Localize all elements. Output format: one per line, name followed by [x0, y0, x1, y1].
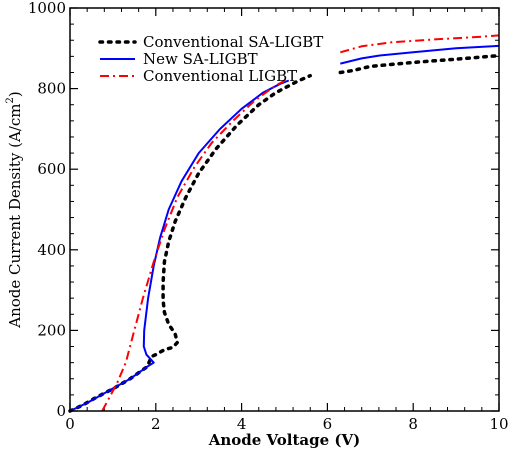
y-axis-title-main: Anode Current Density (A/cm — [6, 103, 24, 328]
y-axis-title: Anode Current Density (A/cm2) — [5, 91, 24, 329]
series-line-2-segment-1 — [69, 79, 290, 412]
series-line-3-segment-1 — [101, 77, 290, 412]
series-line-3-segment-2 — [340, 34, 500, 54]
x-tick-label: 0 — [65, 415, 75, 433]
series-line-2-segment-2 — [340, 44, 500, 65]
y-tick-label: 0 — [56, 402, 66, 420]
legend-label-1: Conventional SA-LIGBT — [143, 33, 323, 51]
x-axis-title: Anode Voltage (V) — [208, 431, 361, 449]
x-tick-label: 6 — [323, 415, 333, 433]
y-tick-label: 600 — [37, 160, 66, 178]
legend-label-3: Conventional LIGBT — [143, 67, 297, 85]
y-tick-label: 800 — [37, 80, 66, 98]
series-line-1-segment-2 — [338, 53, 501, 75]
y-tick-label: 400 — [37, 241, 66, 259]
legend-label-2: New SA-LIGBT — [143, 50, 258, 68]
series-group — [68, 34, 501, 413]
plot-frame — [69, 7, 500, 412]
y-tick-label: 1000 — [28, 0, 66, 17]
x-tick-label: 2 — [151, 415, 161, 433]
x-tick-label: 8 — [408, 415, 418, 433]
tick-labels-group: 0 2 4 6 8 10 0 200 400 600 800 1000 — [28, 0, 509, 433]
y-axis-title-close: ) — [6, 91, 24, 97]
x-tick-label: 10 — [489, 415, 508, 433]
y-axis-title-superscript: 2 — [5, 97, 16, 103]
y-tick-label: 200 — [37, 321, 66, 339]
x-tick-label: 4 — [237, 415, 247, 433]
series-line-1-segment-1 — [68, 73, 312, 413]
